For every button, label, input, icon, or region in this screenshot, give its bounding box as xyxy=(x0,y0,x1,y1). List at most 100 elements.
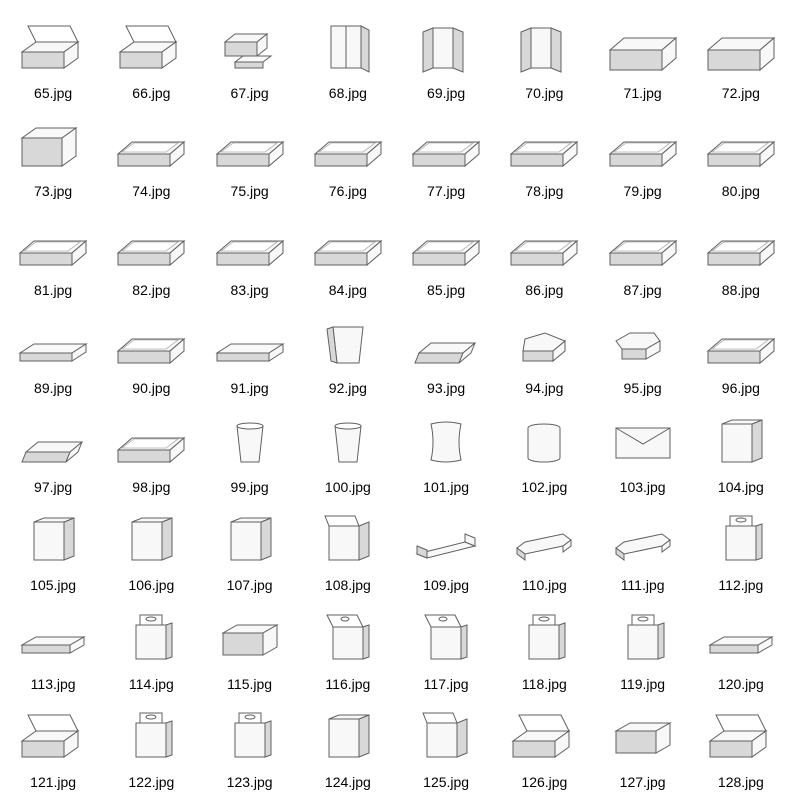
thumbnail-image[interactable] xyxy=(598,12,688,82)
thumbnail-image[interactable] xyxy=(8,603,98,673)
thumbnail-cell[interactable]: 105.jpg xyxy=(6,497,100,594)
thumbnail-image[interactable] xyxy=(401,110,491,180)
thumbnail-cell[interactable]: 95.jpg xyxy=(596,300,690,397)
thumbnail-image[interactable] xyxy=(205,406,295,476)
thumbnail-cell[interactable]: 123.jpg xyxy=(203,694,297,791)
thumbnail-cell[interactable]: 121.jpg xyxy=(6,694,100,791)
thumbnail-cell[interactable]: 116.jpg xyxy=(301,595,395,692)
thumbnail-image[interactable] xyxy=(8,12,98,82)
thumbnail-cell[interactable]: 86.jpg xyxy=(497,201,591,298)
thumbnail-cell[interactable]: 98.jpg xyxy=(104,398,198,495)
thumbnail-image[interactable] xyxy=(205,603,295,673)
thumbnail-cell[interactable]: 125.jpg xyxy=(399,694,493,791)
thumbnail-image[interactable] xyxy=(598,504,688,574)
thumbnail-image[interactable] xyxy=(499,406,589,476)
thumbnail-cell[interactable]: 75.jpg xyxy=(203,103,297,200)
thumbnail-cell[interactable]: 65.jpg xyxy=(6,4,100,101)
thumbnail-image[interactable] xyxy=(205,701,295,771)
thumbnail-cell[interactable]: 84.jpg xyxy=(301,201,395,298)
thumbnail-image[interactable] xyxy=(8,504,98,574)
thumbnail-cell[interactable]: 92.jpg xyxy=(301,300,395,397)
thumbnail-image[interactable] xyxy=(499,701,589,771)
thumbnail-image[interactable] xyxy=(598,307,688,377)
thumbnail-image[interactable] xyxy=(303,504,393,574)
thumbnail-cell[interactable]: 106.jpg xyxy=(104,497,198,594)
thumbnail-image[interactable] xyxy=(106,603,196,673)
thumbnail-cell[interactable]: 118.jpg xyxy=(497,595,591,692)
thumbnail-image[interactable] xyxy=(303,110,393,180)
thumbnail-cell[interactable]: 113.jpg xyxy=(6,595,100,692)
thumbnail-cell[interactable]: 77.jpg xyxy=(399,103,493,200)
thumbnail-image[interactable] xyxy=(106,307,196,377)
thumbnail-cell[interactable]: 82.jpg xyxy=(104,201,198,298)
thumbnail-cell[interactable]: 126.jpg xyxy=(497,694,591,791)
thumbnail-image[interactable] xyxy=(303,603,393,673)
thumbnail-image[interactable] xyxy=(8,307,98,377)
thumbnail-cell[interactable]: 66.jpg xyxy=(104,4,198,101)
thumbnail-image[interactable] xyxy=(401,209,491,279)
thumbnail-image[interactable] xyxy=(303,701,393,771)
thumbnail-cell[interactable]: 101.jpg xyxy=(399,398,493,495)
thumbnail-image[interactable] xyxy=(696,307,786,377)
thumbnail-cell[interactable]: 76.jpg xyxy=(301,103,395,200)
thumbnail-cell[interactable]: 68.jpg xyxy=(301,4,395,101)
thumbnail-image[interactable] xyxy=(696,504,786,574)
thumbnail-image[interactable] xyxy=(499,307,589,377)
thumbnail-image[interactable] xyxy=(696,406,786,476)
thumbnail-image[interactable] xyxy=(303,307,393,377)
thumbnail-image[interactable] xyxy=(205,209,295,279)
thumbnail-image[interactable] xyxy=(205,307,295,377)
thumbnail-image[interactable] xyxy=(401,504,491,574)
thumbnail-image[interactable] xyxy=(8,406,98,476)
thumbnail-cell[interactable]: 89.jpg xyxy=(6,300,100,397)
thumbnail-cell[interactable]: 83.jpg xyxy=(203,201,297,298)
thumbnail-image[interactable] xyxy=(106,504,196,574)
thumbnail-cell[interactable]: 108.jpg xyxy=(301,497,395,594)
thumbnail-cell[interactable]: 99.jpg xyxy=(203,398,297,495)
thumbnail-cell[interactable]: 88.jpg xyxy=(694,201,788,298)
thumbnail-image[interactable] xyxy=(106,406,196,476)
thumbnail-image[interactable] xyxy=(401,307,491,377)
thumbnail-cell[interactable]: 93.jpg xyxy=(399,300,493,397)
thumbnail-cell[interactable]: 78.jpg xyxy=(497,103,591,200)
thumbnail-cell[interactable]: 115.jpg xyxy=(203,595,297,692)
thumbnail-image[interactable] xyxy=(303,406,393,476)
thumbnail-image[interactable] xyxy=(598,110,688,180)
thumbnail-image[interactable] xyxy=(205,504,295,574)
thumbnail-cell[interactable]: 79.jpg xyxy=(596,103,690,200)
thumbnail-cell[interactable]: 103.jpg xyxy=(596,398,690,495)
thumbnail-image[interactable] xyxy=(8,209,98,279)
thumbnail-cell[interactable]: 110.jpg xyxy=(497,497,591,594)
thumbnail-image[interactable] xyxy=(696,110,786,180)
thumbnail-cell[interactable]: 96.jpg xyxy=(694,300,788,397)
thumbnail-cell[interactable]: 120.jpg xyxy=(694,595,788,692)
thumbnail-image[interactable] xyxy=(303,12,393,82)
thumbnail-image[interactable] xyxy=(499,209,589,279)
thumbnail-cell[interactable]: 128.jpg xyxy=(694,694,788,791)
thumbnail-image[interactable] xyxy=(598,701,688,771)
thumbnail-cell[interactable]: 127.jpg xyxy=(596,694,690,791)
thumbnail-cell[interactable]: 102.jpg xyxy=(497,398,591,495)
thumbnail-image[interactable] xyxy=(696,209,786,279)
thumbnail-image[interactable] xyxy=(106,110,196,180)
thumbnail-cell[interactable]: 109.jpg xyxy=(399,497,493,594)
thumbnail-image[interactable] xyxy=(499,504,589,574)
thumbnail-image[interactable] xyxy=(598,406,688,476)
thumbnail-cell[interactable]: 80.jpg xyxy=(694,103,788,200)
thumbnail-cell[interactable]: 87.jpg xyxy=(596,201,690,298)
thumbnail-image[interactable] xyxy=(696,701,786,771)
thumbnail-cell[interactable]: 119.jpg xyxy=(596,595,690,692)
thumbnail-cell[interactable]: 112.jpg xyxy=(694,497,788,594)
thumbnail-image[interactable] xyxy=(499,12,589,82)
thumbnail-cell[interactable]: 100.jpg xyxy=(301,398,395,495)
thumbnail-image[interactable] xyxy=(106,12,196,82)
thumbnail-image[interactable] xyxy=(598,209,688,279)
thumbnail-image[interactable] xyxy=(598,603,688,673)
thumbnail-cell[interactable]: 85.jpg xyxy=(399,201,493,298)
thumbnail-cell[interactable]: 67.jpg xyxy=(203,4,297,101)
thumbnail-image[interactable] xyxy=(401,603,491,673)
thumbnail-cell[interactable]: 81.jpg xyxy=(6,201,100,298)
thumbnail-image[interactable] xyxy=(499,110,589,180)
thumbnail-cell[interactable]: 72.jpg xyxy=(694,4,788,101)
thumbnail-image[interactable] xyxy=(8,701,98,771)
